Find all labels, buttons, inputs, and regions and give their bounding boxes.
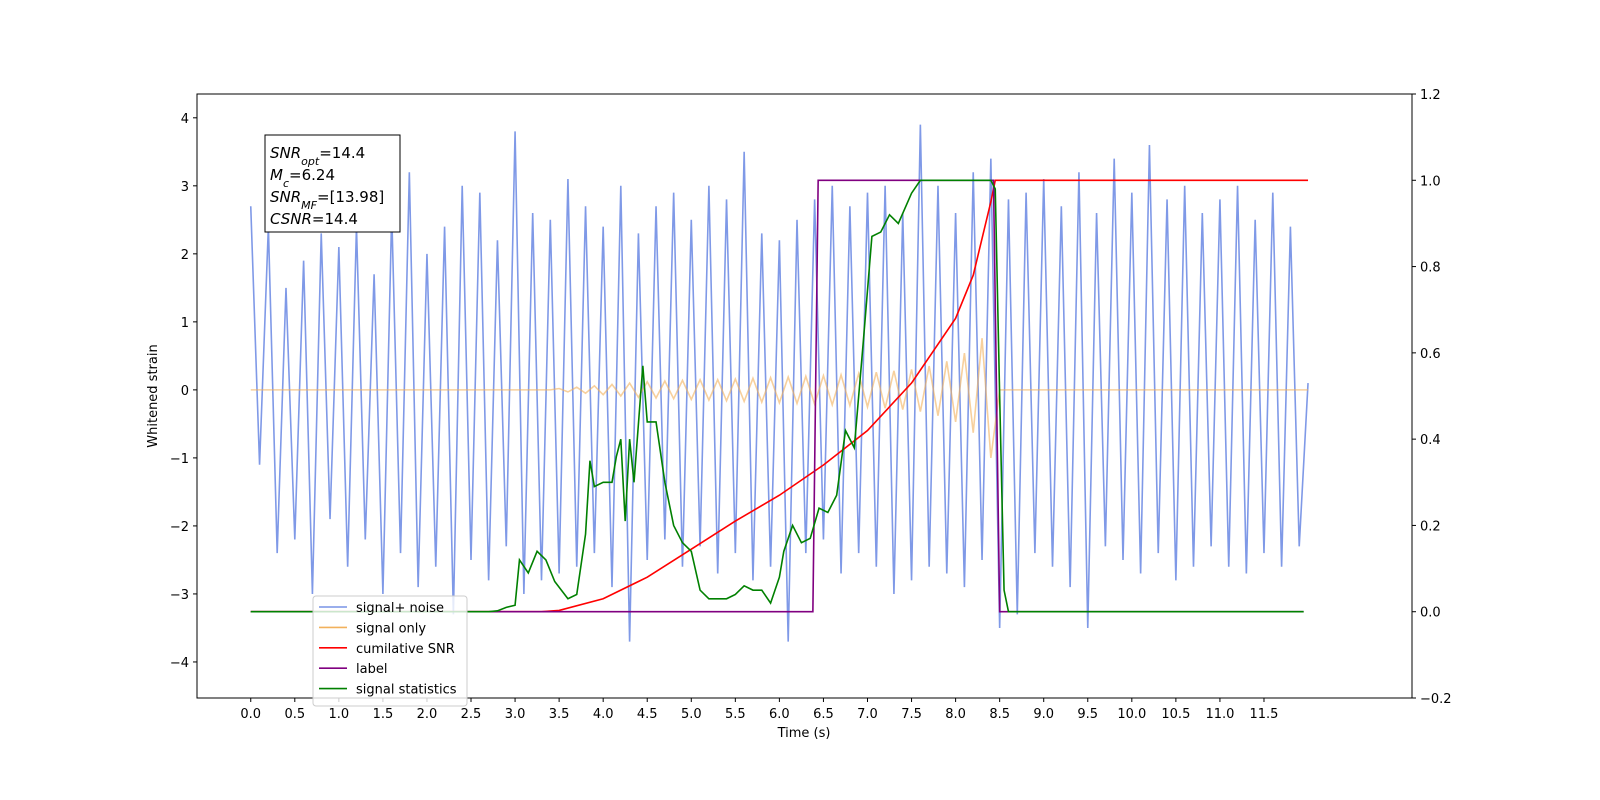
legend: signal+ noise signal only cumilative SNR la… [312, 595, 468, 707]
y-tick-label: −2 [170, 520, 189, 535]
plot-frame [196, 93, 1413, 699]
x-tick-label: 8.0 [945, 707, 966, 722]
y2-tick-label: 0.8 [1420, 261, 1441, 276]
x-tick-label: 4.5 [637, 707, 658, 722]
y2-tick-label: 1.2 [1420, 88, 1441, 103]
series-line [250, 179, 1304, 613]
x-tick-label: 7.0 [857, 707, 878, 722]
x-tick-label: 10.0 [1117, 707, 1146, 722]
stats-value: =6.24 [289, 166, 335, 184]
y2-tick-label: 0.0 [1420, 606, 1441, 621]
stats-value: =14.4 [312, 210, 358, 228]
stats-symbol: SNR [270, 188, 301, 206]
stats-line: SNRMF=[13.98] [270, 188, 384, 212]
x-axis-label: Time (s) [777, 726, 831, 741]
stats-line: CSNR=14.4 [270, 210, 358, 228]
x-tick-label: 2.5 [461, 707, 482, 722]
x-tick-label: 1.0 [329, 707, 350, 722]
x-tick-label: 2.0 [417, 707, 438, 722]
legend-label: signal+ noise [356, 601, 444, 616]
y2-tick-label: 0.4 [1420, 433, 1441, 448]
y-tick-label: −1 [170, 452, 189, 467]
legend-frame [312, 595, 468, 707]
legend-label: signal only [356, 621, 426, 636]
stats-line: SNRopt=14.4 [270, 144, 365, 168]
x-tick-label: 4.0 [593, 707, 614, 722]
y-tick-label: −4 [170, 656, 189, 671]
y2-tick-label: 0.6 [1420, 347, 1441, 362]
legend-label: signal statistics [356, 683, 457, 698]
y-tick-label: 2 [181, 248, 189, 263]
x-tick-label: 9.0 [1033, 707, 1054, 722]
stats-symbol: M [270, 166, 283, 184]
x-tick-label: 0.0 [240, 707, 261, 722]
x-tick-label: 3.0 [505, 707, 526, 722]
x-tick-label: 0.5 [284, 707, 305, 722]
y-tick-label: 0 [181, 384, 189, 399]
y-axis-label: Whitened strain [146, 344, 161, 447]
y-tick-label: 4 [181, 112, 189, 127]
x-tick-label: 8.5 [989, 707, 1010, 722]
stats-line: Mc=6.24 [270, 166, 335, 190]
y-tick-label: −3 [170, 588, 189, 603]
legend-label: label [356, 662, 387, 677]
stats-subscript: opt [301, 155, 320, 168]
stats-value: =[13.98] [317, 188, 384, 206]
x-tick-label: 9.5 [1077, 707, 1098, 722]
y-tick-label: 1 [181, 316, 189, 331]
x-tick-label: 6.0 [769, 707, 790, 722]
x-tick-label: 7.5 [901, 707, 922, 722]
stats-value: =14.4 [319, 144, 365, 162]
x-tick-label: 11.0 [1205, 707, 1234, 722]
stats-box-frame [264, 134, 401, 233]
y-tick-label: 3 [181, 180, 189, 195]
y2-tick-label: −0.2 [1420, 692, 1452, 707]
x-tick-label: 1.5 [373, 707, 394, 722]
y2-tick-label: 1.0 [1420, 174, 1441, 189]
plot-lines [249, 124, 1309, 642]
x-tick-label: 5.5 [725, 707, 746, 722]
stats-symbol: CSNR [270, 210, 312, 228]
y2-tick-label: 0.2 [1420, 519, 1441, 534]
series-line [250, 338, 1309, 459]
x-tick-label: 5.0 [681, 707, 702, 722]
x-tick-label: 3.5 [549, 707, 570, 722]
stats-symbol: SNR [270, 144, 301, 162]
stats-subscript: MF [301, 199, 317, 212]
x-tick-label: 11.5 [1250, 707, 1279, 722]
series-line [250, 179, 1309, 613]
stats-subscript: c [283, 177, 289, 190]
x-tick-label: 6.5 [813, 707, 834, 722]
legend-label: cumilative SNR [356, 642, 455, 657]
series-line [249, 124, 1309, 642]
x-tick-label: 10.5 [1161, 707, 1190, 722]
